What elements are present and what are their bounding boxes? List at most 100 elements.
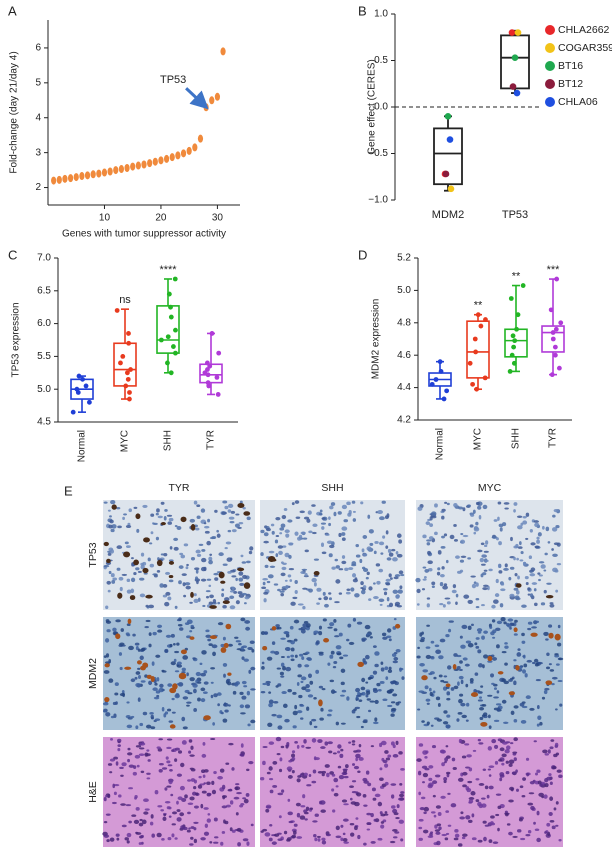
y-tick-label: 4.8 (397, 317, 411, 328)
nucleus (445, 559, 449, 564)
point (197, 134, 204, 143)
nucleus (145, 619, 151, 623)
nucleus (289, 579, 293, 582)
nucleus (134, 754, 141, 759)
nucleus (163, 552, 168, 557)
nucleus (204, 530, 210, 534)
nucleus (157, 748, 163, 752)
point (550, 336, 556, 342)
nucleus (320, 542, 325, 547)
nucleus (278, 550, 283, 556)
nucleus (475, 778, 480, 781)
nucleus (481, 703, 487, 707)
stained-cell (445, 683, 451, 688)
nucleus (171, 833, 175, 838)
nucleus (440, 545, 446, 549)
nucleus (246, 690, 251, 696)
nucleus (465, 719, 469, 722)
point (126, 331, 131, 336)
nucleus (387, 548, 392, 554)
nucleus (184, 794, 188, 799)
nucleus (498, 541, 502, 546)
nucleus (193, 688, 197, 694)
nucleus (161, 670, 167, 673)
nucleus (135, 567, 140, 571)
nucleus (385, 757, 391, 761)
nucleus (104, 661, 111, 664)
nucleus (493, 696, 499, 699)
nucleus (312, 531, 317, 535)
nucleus (210, 694, 214, 699)
annotation-arrow (185, 87, 209, 110)
nucleus (139, 747, 145, 750)
nucleus (119, 642, 125, 646)
nucleus (508, 678, 513, 682)
nucleus (534, 662, 539, 667)
nucleus (427, 835, 434, 839)
nucleus (466, 702, 470, 707)
point (172, 276, 178, 282)
panel-label: C (8, 247, 17, 262)
nucleus (347, 623, 352, 628)
nucleus (204, 823, 208, 828)
nucleus (424, 767, 430, 771)
nucleus (287, 775, 293, 779)
nucleus (454, 829, 459, 833)
nucleus (390, 794, 395, 799)
nucleus (164, 801, 171, 804)
nucleus (328, 750, 333, 754)
nucleus (288, 554, 292, 559)
nucleus (196, 515, 201, 520)
nucleus (134, 676, 138, 680)
nucleus (515, 769, 518, 773)
nucleus (291, 502, 295, 506)
stained-cell (136, 660, 142, 665)
nucleus (222, 636, 226, 641)
nucleus (513, 659, 517, 662)
nucleus (189, 843, 194, 846)
nucleus (446, 691, 451, 696)
point (482, 375, 488, 381)
nucleus (335, 825, 340, 831)
nucleus (164, 648, 169, 653)
nucleus (457, 681, 460, 686)
nucleus (543, 689, 548, 695)
nucleus (185, 566, 189, 570)
nucleus (358, 699, 363, 702)
nucleus (385, 545, 389, 549)
nucleus (197, 784, 203, 789)
nucleus (164, 787, 168, 791)
nucleus (524, 673, 528, 678)
nucleus (365, 770, 370, 775)
nucleus (423, 806, 430, 812)
nucleus (418, 818, 424, 822)
nucleus (133, 819, 140, 825)
nucleus (260, 830, 264, 833)
nucleus (489, 626, 493, 629)
legend-swatch (545, 43, 555, 53)
nucleus (126, 623, 131, 627)
nucleus (368, 598, 372, 601)
nucleus (109, 837, 115, 842)
nucleus (350, 587, 355, 592)
nucleus (263, 540, 269, 544)
nucleus (382, 698, 388, 702)
point (216, 350, 222, 356)
nucleus (176, 817, 182, 822)
nucleus (275, 534, 280, 537)
stained-cell (104, 696, 110, 703)
nucleus (130, 577, 136, 583)
nucleus (179, 627, 184, 631)
nucleus (342, 837, 348, 842)
stained-cell (554, 633, 561, 641)
nucleus (246, 841, 250, 846)
nucleus (178, 565, 184, 569)
nucleus (193, 598, 199, 604)
nucleus (335, 579, 341, 584)
nucleus (416, 655, 421, 659)
nucleus (120, 628, 124, 632)
nucleus (180, 762, 185, 768)
nucleus (167, 596, 172, 601)
nucleus (132, 771, 137, 776)
point (520, 283, 526, 288)
